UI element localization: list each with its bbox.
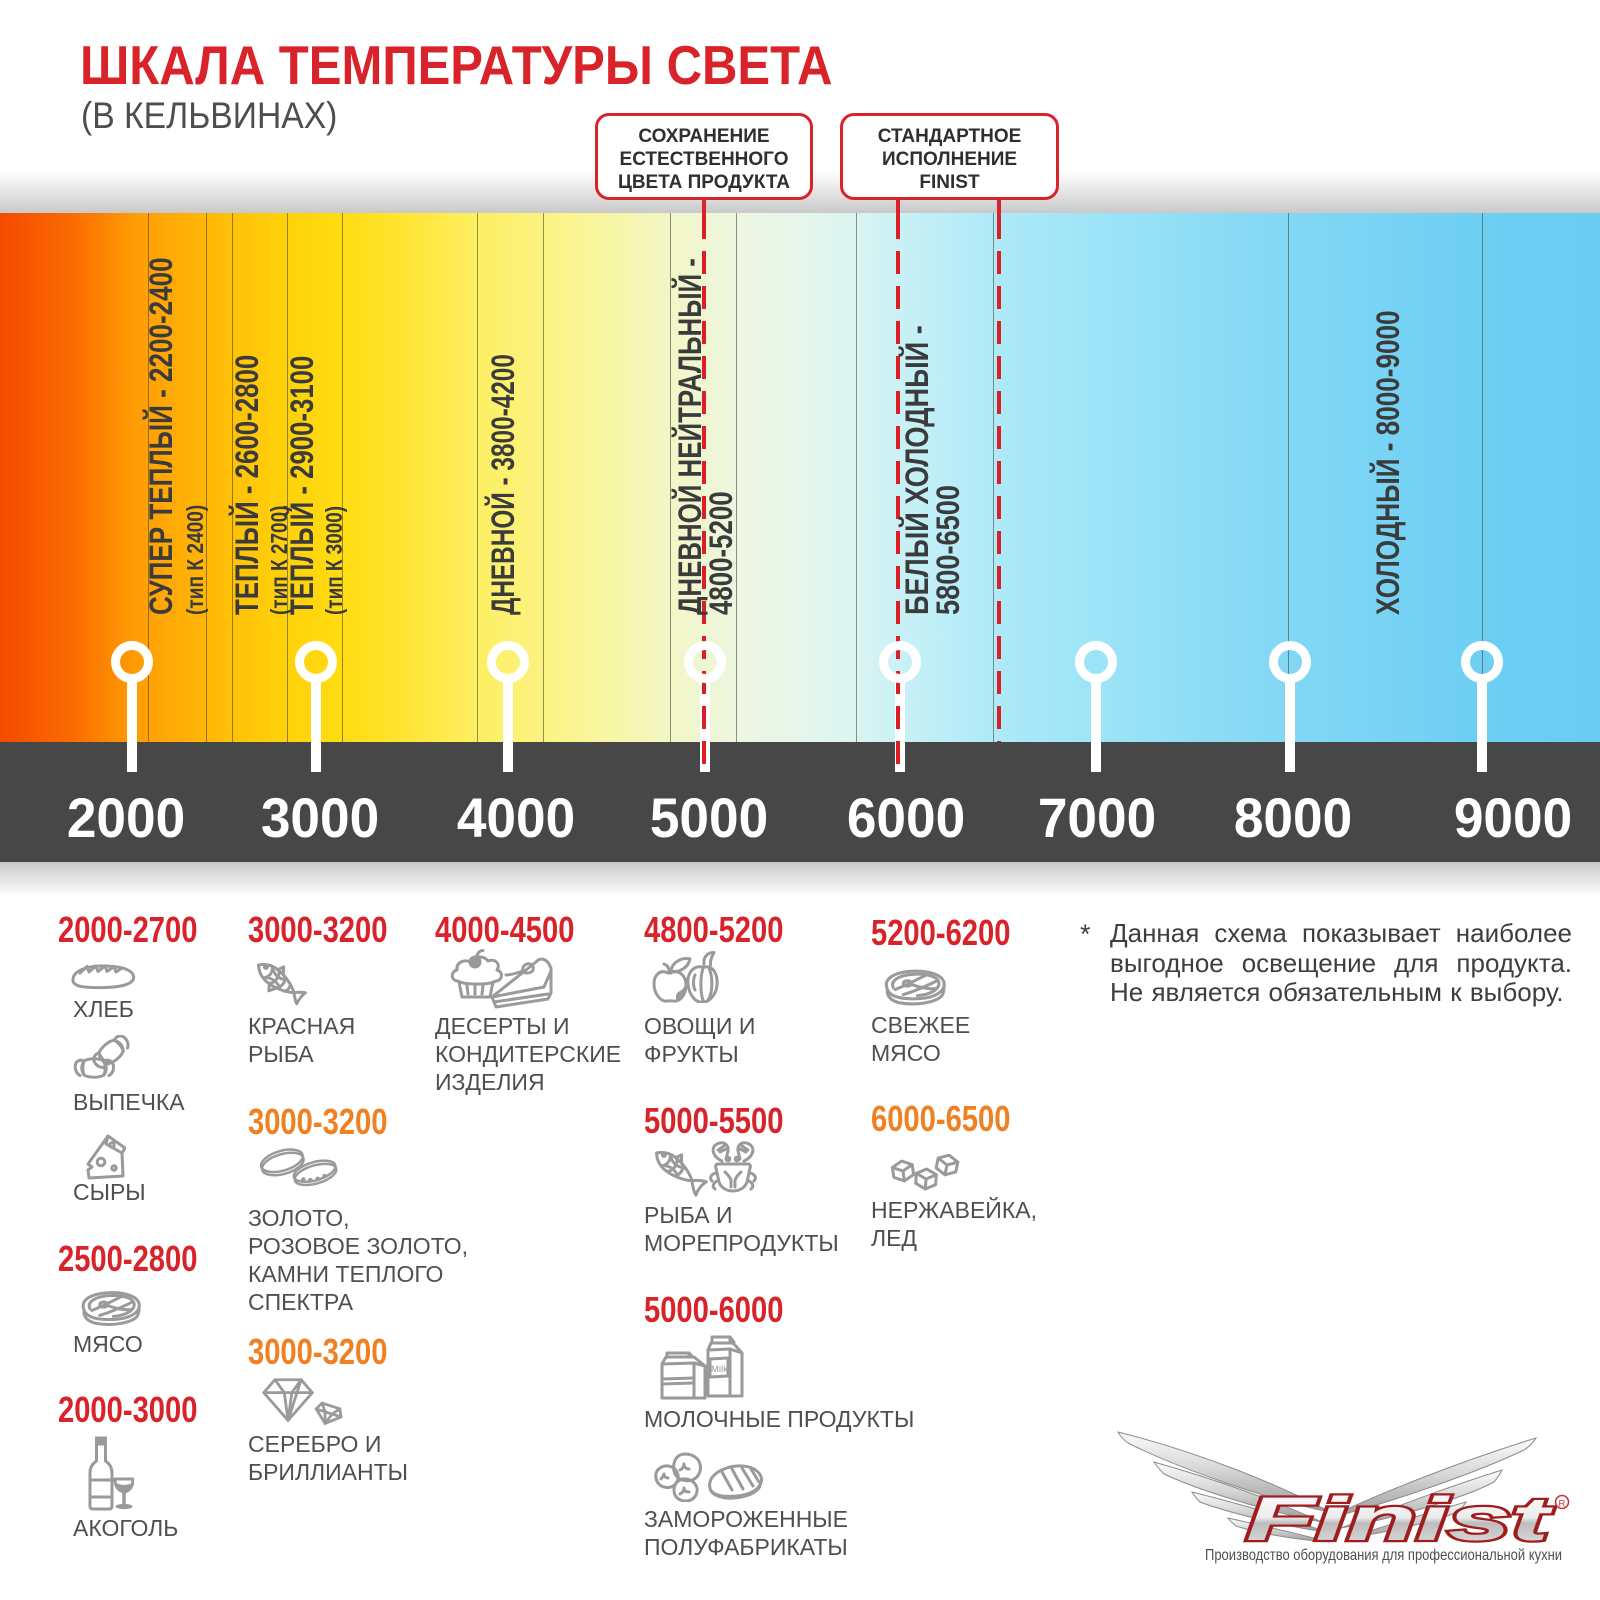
svg-text:R: R [1559,1499,1566,1510]
svg-text:Milk: Milk [711,1364,728,1375]
svg-text:Finist: Finist [1246,1485,1554,1553]
svg-text:Производство оборудования для: Производство оборудования для профессион… [1205,1547,1562,1564]
